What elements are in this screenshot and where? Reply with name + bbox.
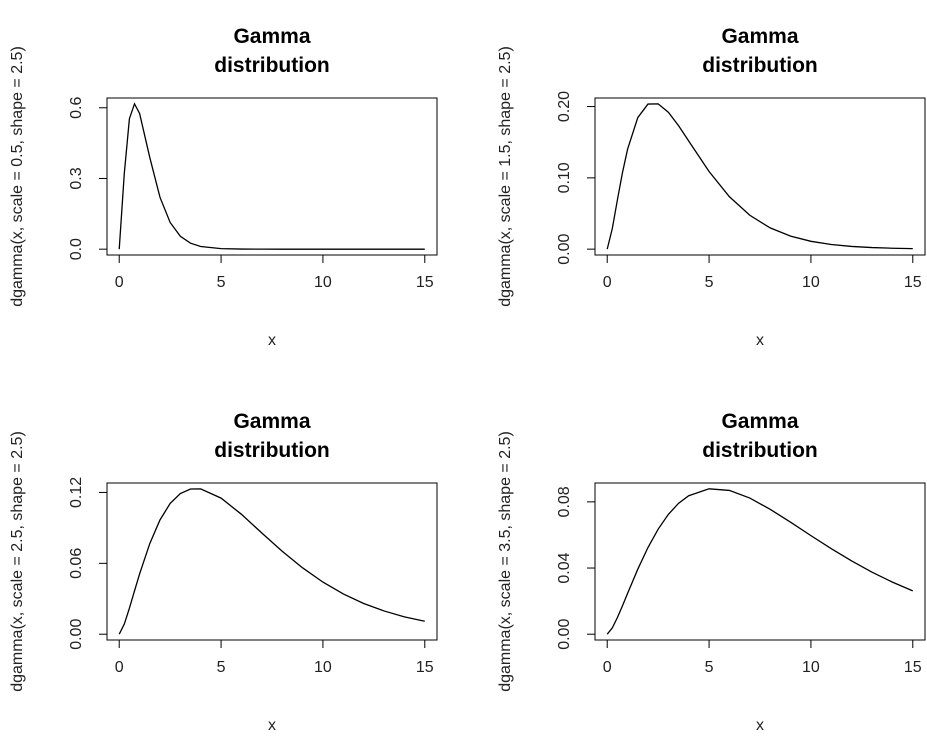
x-tick-label: 0: [115, 659, 124, 676]
y-tick-label: 0.06: [68, 548, 85, 579]
x-tick-label: 0: [115, 274, 124, 291]
x-tick-label: 15: [904, 659, 922, 676]
plot-frame: [106, 97, 438, 256]
x-axis-label: x: [268, 717, 276, 734]
chart-title: Gamma distribution: [214, 410, 329, 462]
data-line: [606, 103, 913, 250]
x-tick-label: 0: [603, 659, 612, 676]
x-tick-label: 10: [314, 274, 332, 291]
x-tick-label: 5: [217, 274, 226, 291]
data-line: [606, 488, 914, 635]
y-tick-label: 0.0: [68, 238, 85, 260]
x-tick-label: 5: [705, 274, 714, 291]
x-axis-label: x: [268, 332, 276, 349]
y-tick-label: 0.00: [68, 619, 85, 650]
x-axis-label: x: [756, 332, 764, 349]
x-tick-label: 5: [217, 659, 226, 676]
y-tick-label: 0.3: [68, 167, 85, 189]
x-tick-label: 0: [603, 274, 612, 291]
x-tick-label: 15: [416, 659, 434, 676]
x-tick-label: 10: [802, 274, 820, 291]
y-tick-label: 0.10: [556, 162, 573, 193]
y-axis-label: dgamma(x, scale = 1.5, shape = 2.5): [497, 46, 514, 307]
plot-frame: [106, 482, 438, 641]
y-tick-label: 0.04: [556, 552, 573, 583]
x-tick-label: 10: [802, 659, 820, 676]
y-tick-label: 0.20: [556, 91, 573, 122]
data-line: [118, 488, 425, 635]
x-tick-label: 5: [705, 659, 714, 676]
y-tick-label: 0.6: [68, 97, 85, 119]
y-tick-label: 0.00: [556, 619, 573, 650]
chart-title: Gamma distribution: [702, 410, 817, 462]
y-tick-label: 0.00: [556, 233, 573, 264]
y-axis-label: dgamma(x, scale = 0.5, shape = 2.5): [9, 46, 26, 307]
y-axis-label: dgamma(x, scale = 2.5, shape = 2.5): [9, 431, 26, 692]
data-line: [118, 102, 425, 250]
x-tick-label: 10: [314, 659, 332, 676]
plot-frame: [594, 482, 926, 641]
chart-title: Gamma distribution: [702, 25, 817, 77]
y-tick-label: 0.08: [556, 486, 573, 517]
x-tick-label: 15: [416, 274, 434, 291]
chart-title: Gamma distribution: [214, 25, 329, 77]
x-tick-label: 15: [904, 274, 922, 291]
y-tick-label: 0.12: [68, 477, 85, 508]
x-axis-label: x: [756, 717, 764, 734]
y-axis-label: dgamma(x, scale = 3.5, shape = 2.5): [497, 431, 514, 692]
plot-frame: [594, 97, 926, 256]
